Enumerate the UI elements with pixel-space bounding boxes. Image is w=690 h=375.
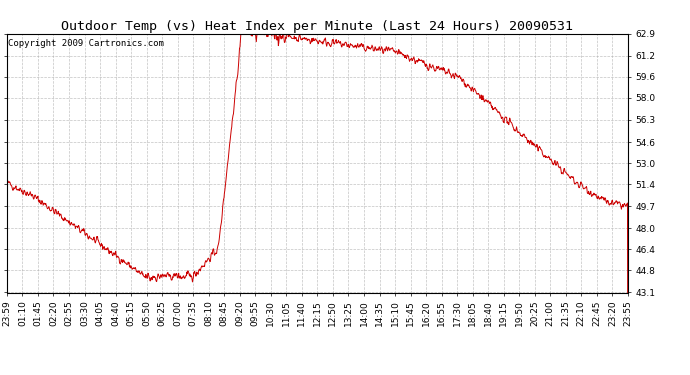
Text: Copyright 2009 Cartronics.com: Copyright 2009 Cartronics.com	[8, 39, 164, 48]
Title: Outdoor Temp (vs) Heat Index per Minute (Last 24 Hours) 20090531: Outdoor Temp (vs) Heat Index per Minute …	[61, 20, 573, 33]
